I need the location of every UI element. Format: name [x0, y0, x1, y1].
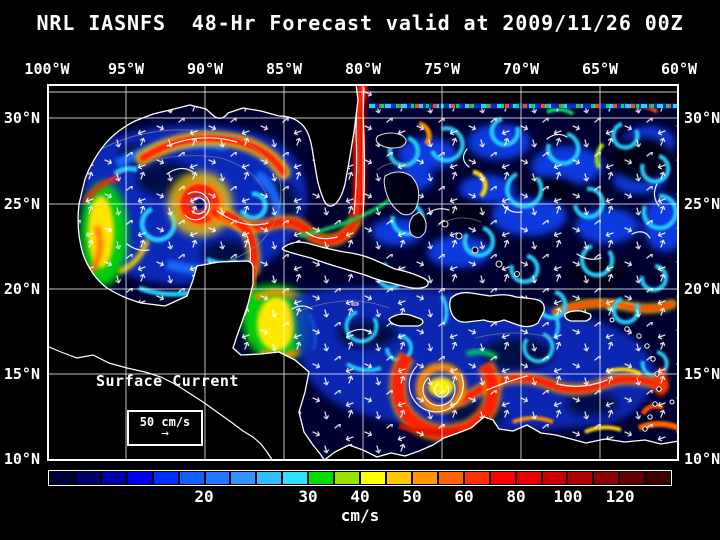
colorbar-tick: 30: [298, 487, 318, 506]
colorbar-tick: 120: [605, 487, 635, 506]
colorbar-cell: [50, 472, 74, 484]
lat-label: 15°N: [684, 365, 720, 383]
land-masses: [47, 84, 679, 461]
colorbar-cell: [75, 472, 100, 484]
colorbar-tick: 80: [506, 487, 526, 506]
pacific-coastline: [47, 345, 274, 461]
colorbar-cell: [594, 472, 619, 484]
lon-label: 70°W: [502, 60, 540, 78]
colorbar-tick: 20: [194, 487, 214, 506]
colorbar-cell: [361, 472, 385, 484]
lon-label: 75°W: [423, 60, 461, 78]
cuba-island: [281, 241, 429, 289]
south-america-land: [322, 416, 679, 461]
colorbar-unit: cm/s: [340, 506, 380, 525]
latitude-axis-right: 30°N 25°N 20°N 15°N 10°N: [682, 0, 720, 540]
surface-current-label: Surface Current: [96, 372, 239, 390]
colorbar-cell: [257, 472, 282, 484]
colorbar-tick: 100: [553, 487, 583, 506]
lat-label: 30°N: [684, 109, 720, 127]
colorbar-cell: [153, 472, 178, 484]
colorbar-cell: [309, 472, 334, 484]
puerto-rico-island: [564, 310, 592, 322]
lat-label: 25°N: [684, 195, 720, 213]
colorbar-tick: 60: [454, 487, 474, 506]
lon-label: 85°W: [265, 60, 303, 78]
lon-label: 100°W: [24, 60, 70, 78]
north-central-america-land: [47, 84, 359, 461]
scale-value: 50 cm/s: [139, 415, 191, 429]
forecast-map: [47, 84, 679, 461]
colorbar-cell: [646, 472, 671, 484]
model-domain-edge: [373, 84, 679, 103]
lat-label: 10°N: [684, 450, 720, 468]
colorbar-tick: 50: [402, 487, 422, 506]
colorbar-cell: [464, 472, 489, 484]
map-frame: [47, 84, 679, 461]
colorbar-tick-labels: 20 30 40 50 60 80 100 120: [0, 487, 720, 506]
lon-label: 80°W: [344, 60, 382, 78]
lat-label: 30°N: [3, 109, 40, 127]
graticule-grid: [47, 84, 679, 461]
colorbar-tick: 40: [350, 487, 370, 506]
colorbar-cell: [179, 472, 204, 484]
page-title: NRL IASNFS 48-Hr Forecast valid at 2009/…: [36, 11, 684, 35]
lat-label: 25°N: [3, 195, 40, 213]
lat-label: 15°N: [3, 365, 40, 383]
colorbar-cell: [231, 472, 256, 484]
colorbar-cell: [127, 472, 152, 484]
lon-label: 65°W: [581, 60, 619, 78]
lon-label: 90°W: [186, 60, 224, 78]
lon-label: 95°W: [107, 60, 145, 78]
colorbar-cell: [283, 472, 308, 484]
latitude-axis-left: 30°N 25°N 20°N 15°N 10°N: [0, 0, 43, 540]
lat-label: 20°N: [3, 280, 40, 298]
lon-label: 60°W: [660, 60, 698, 78]
current-scale-box: 50 cm/s →: [127, 410, 203, 446]
colorbar-cell: [101, 472, 126, 484]
colorbar-cell: [620, 472, 645, 484]
scale-arrow-icon: →: [161, 426, 169, 441]
colorbar-cell: [438, 472, 463, 484]
lesser-antilles-islands: [351, 302, 675, 432]
colorbar-cell: [568, 472, 593, 484]
colorbar-cell: [335, 472, 360, 484]
colorbar-cell: [205, 472, 230, 484]
lat-label: 10°N: [3, 450, 40, 468]
speed-colorbar: [48, 470, 672, 486]
colorbar-cell: [516, 472, 541, 484]
colorbar-cell: [490, 472, 515, 484]
colorbar-cell: [412, 472, 437, 484]
lat-label: 20°N: [684, 280, 720, 298]
longitude-axis: 100°W 95°W 90°W 85°W 80°W 75°W 70°W 65°W 60°W: [0, 60, 720, 78]
colorbar-cell: [386, 472, 411, 484]
surface-current-field: [47, 84, 679, 461]
colorbar-cell: [542, 472, 567, 484]
jamaica-island: [388, 313, 424, 327]
